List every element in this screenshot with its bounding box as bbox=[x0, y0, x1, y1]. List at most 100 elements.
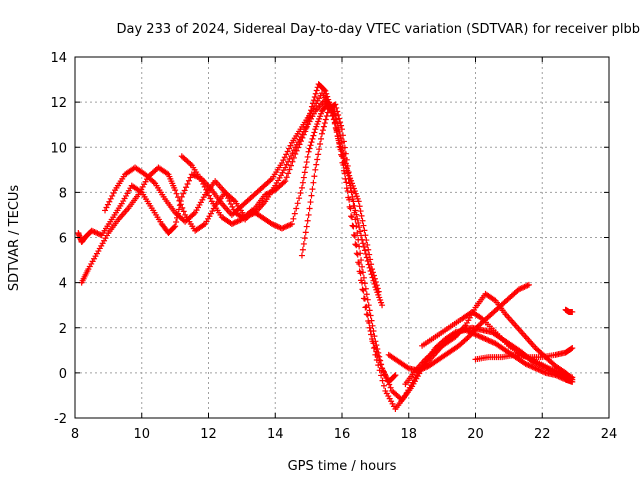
data-point bbox=[109, 192, 116, 199]
data-point bbox=[344, 162, 351, 169]
data-point bbox=[359, 263, 366, 270]
x-tick-label: 22 bbox=[534, 427, 551, 442]
data-point bbox=[306, 145, 313, 152]
data-point bbox=[312, 166, 319, 173]
data-point bbox=[387, 384, 394, 391]
data-point bbox=[355, 236, 362, 243]
data-point bbox=[352, 216, 359, 223]
data-point bbox=[362, 285, 369, 292]
data-point bbox=[367, 312, 374, 319]
data-point bbox=[104, 201, 111, 208]
data-point bbox=[293, 147, 300, 154]
data-point bbox=[350, 202, 357, 209]
data-point bbox=[569, 308, 576, 315]
data-point bbox=[297, 190, 304, 197]
data-point bbox=[172, 223, 179, 230]
y-axis-ticks: -2 0 2 4 6 8 10 12 14 bbox=[50, 51, 609, 427]
data-point bbox=[334, 120, 341, 127]
data-point bbox=[355, 219, 362, 226]
data-point bbox=[371, 333, 378, 340]
data-point bbox=[102, 207, 109, 214]
data-point bbox=[378, 372, 385, 379]
data-point bbox=[368, 271, 375, 278]
data-point bbox=[300, 240, 307, 247]
data-point bbox=[568, 345, 575, 352]
data-point bbox=[292, 151, 299, 158]
data-point bbox=[345, 194, 352, 201]
x-tick-label: 10 bbox=[133, 427, 150, 442]
data-point bbox=[107, 195, 114, 202]
data-point bbox=[348, 189, 355, 196]
data-point bbox=[342, 150, 349, 157]
data-point bbox=[358, 257, 365, 264]
data-point bbox=[324, 109, 331, 116]
data-point bbox=[367, 268, 374, 275]
data-point bbox=[207, 195, 214, 202]
data-point bbox=[315, 151, 322, 158]
data-point bbox=[290, 154, 297, 161]
data-point bbox=[311, 173, 318, 180]
series-track-6 bbox=[385, 281, 532, 374]
data-point bbox=[371, 280, 378, 287]
data-point bbox=[363, 291, 370, 298]
data-point bbox=[373, 356, 380, 363]
data-point bbox=[375, 362, 382, 369]
data-point bbox=[352, 241, 359, 248]
data-point bbox=[285, 170, 292, 177]
data-point bbox=[301, 169, 308, 176]
data-point bbox=[318, 135, 325, 142]
grid-lines bbox=[75, 57, 609, 418]
data-point bbox=[362, 250, 369, 257]
data-point bbox=[363, 311, 370, 318]
data-point bbox=[368, 331, 375, 338]
data-point bbox=[339, 126, 345, 133]
data-point bbox=[345, 169, 352, 176]
data-point bbox=[358, 232, 365, 239]
data-point bbox=[293, 205, 300, 212]
data-point bbox=[175, 206, 182, 213]
data-point bbox=[185, 177, 192, 184]
data-point bbox=[372, 338, 379, 345]
data-point bbox=[336, 115, 343, 122]
data-point bbox=[304, 153, 311, 160]
data-point bbox=[310, 132, 317, 139]
data-point bbox=[356, 224, 363, 231]
data-point bbox=[308, 139, 315, 146]
y-tick-label: 14 bbox=[50, 51, 67, 66]
data-point bbox=[357, 208, 364, 215]
y-axis-label: SDTVAR / TECUs bbox=[7, 185, 22, 292]
series-track-10 bbox=[562, 306, 576, 315]
x-tick-label: 8 bbox=[71, 427, 79, 442]
data-point bbox=[569, 374, 576, 381]
data-point bbox=[341, 144, 348, 151]
data-point bbox=[361, 280, 368, 287]
data-point bbox=[303, 124, 310, 131]
data-point bbox=[301, 235, 308, 242]
x-tick-label: 16 bbox=[334, 427, 351, 442]
data-point bbox=[358, 212, 365, 219]
data-point bbox=[313, 87, 320, 94]
x-tick-label: 18 bbox=[400, 427, 417, 442]
data-point bbox=[320, 123, 327, 130]
data-point bbox=[296, 195, 303, 202]
y-tick-label: 12 bbox=[50, 96, 67, 111]
data-point bbox=[310, 179, 317, 186]
data-point bbox=[343, 179, 350, 186]
data-point bbox=[310, 97, 317, 104]
data-point bbox=[323, 90, 330, 97]
data-point bbox=[359, 240, 366, 247]
data-point bbox=[353, 223, 360, 230]
x-tick-label: 20 bbox=[467, 427, 484, 442]
chart-title: Day 233 of 2024, Sidereal Day-to-day VTE… bbox=[117, 22, 640, 37]
data-point bbox=[348, 213, 355, 220]
x-tick-label: 24 bbox=[601, 427, 618, 442]
data-point bbox=[302, 229, 309, 236]
data-point bbox=[391, 373, 398, 380]
data-point bbox=[298, 184, 305, 191]
data-point bbox=[322, 87, 329, 94]
data-point bbox=[283, 174, 290, 181]
data-point bbox=[289, 158, 296, 165]
data-point bbox=[306, 205, 313, 212]
data-point bbox=[294, 200, 301, 207]
data-point bbox=[366, 307, 373, 314]
